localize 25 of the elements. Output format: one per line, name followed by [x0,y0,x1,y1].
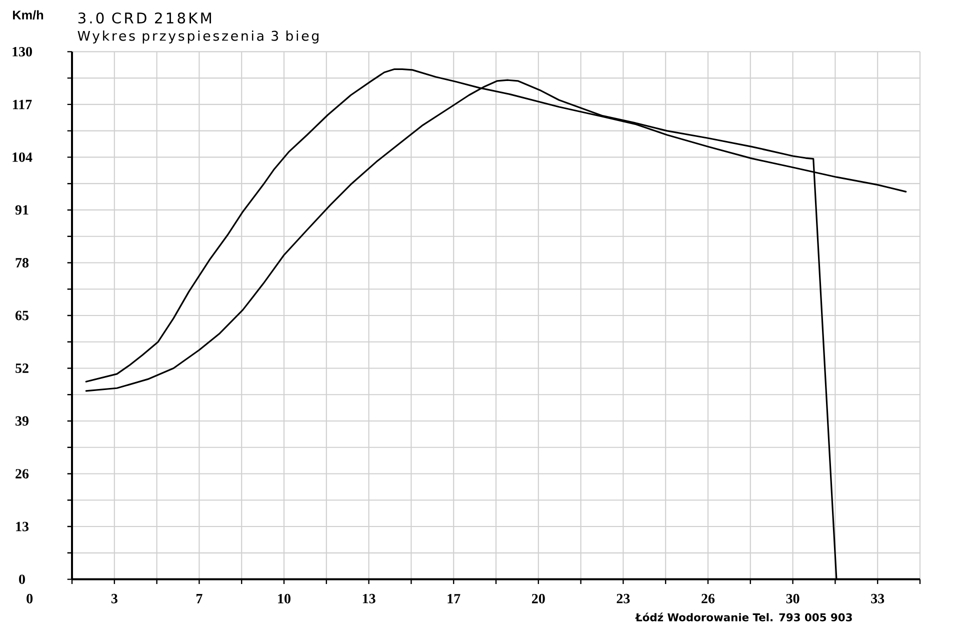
x-tick-label: 17 [448,594,460,604]
x-tick-label: 33 [871,594,884,604]
y-tick-label: 117 [13,100,32,110]
x-tick-label: 23 [616,594,630,604]
y-tick-label: 130 [12,46,32,56]
x-tick-label: 13 [362,594,376,604]
x-tick-label: 26 [702,594,715,604]
y-tick-label: 39 [16,416,28,426]
x-tick-label: 20 [532,594,545,604]
y-tick-label: 0 [19,574,25,584]
y-tick-label: 26 [16,469,29,478]
text: Łódź Wodorowanie Tel. 793 005 903 [635,612,852,622]
x-tick-label: 3 [111,594,118,604]
y-tick-label: 13 [16,522,29,532]
y-tick-label: 65 [15,310,28,320]
x-tick-label: 10 [278,594,290,604]
y-tick-label: 104 [12,152,32,162]
chart-title: 3.0 CRD 218KM [78,12,211,24]
y-tick-label: 91 [15,205,28,215]
x-tick-label: 30 [786,594,800,604]
y-tick-label: 52 [16,364,28,373]
y-axis-title: Km/h [13,10,44,20]
x-tick-label: 7 [196,594,202,604]
y-tick-label: 78 [16,258,29,268]
chart-subtitle: Wykres przyspieszenia 3 bieg [78,30,318,44]
